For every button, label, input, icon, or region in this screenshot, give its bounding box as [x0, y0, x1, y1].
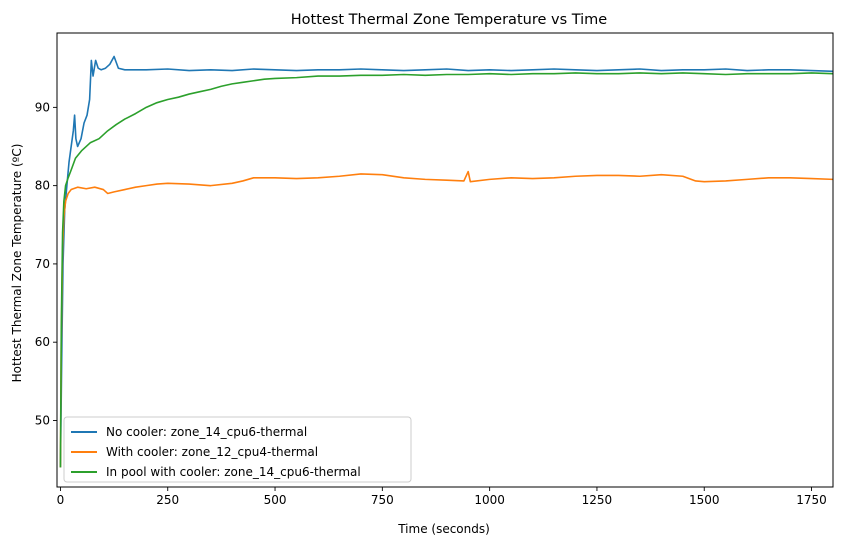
x-tick-label: 500	[264, 493, 287, 507]
y-tick-label: 90	[35, 100, 50, 114]
series-line-1	[59, 55, 833, 468]
legend-label-2: With cooler: zone_12_cpu4-thermal	[106, 445, 318, 459]
legend-label-3: In pool with cooler: zone_14_cpu6-therma…	[106, 465, 361, 479]
legend: No cooler: zone_14_cpu6-thermal With cool…	[63, 416, 412, 483]
series-line-2	[59, 170, 833, 468]
series-line-3	[59, 72, 833, 468]
legend-label-1: No cooler: zone_14_cpu6-thermal	[106, 425, 307, 439]
y-tick-label: 80	[35, 179, 50, 193]
x-axis-ticks: 0 250 500 750 1000 1250 1500 1750	[57, 487, 827, 507]
x-tick-label: 250	[156, 493, 179, 507]
x-tick-label: 0	[57, 493, 65, 507]
y-tick-label: 70	[35, 257, 50, 271]
plot-area-frame	[56, 32, 834, 488]
y-axis-ticks: 50 60 70 80 90	[35, 100, 57, 427]
x-tick-label: 1500	[689, 493, 720, 507]
plot-lines	[59, 55, 833, 468]
x-tick-label: 750	[371, 493, 394, 507]
chart-title: Hottest Thermal Zone Temperature vs Time	[291, 12, 608, 28]
y-tick-label: 50	[35, 413, 50, 427]
x-tick-label: 1250	[582, 493, 613, 507]
legend-box	[63, 416, 412, 483]
x-tick-label: 1000	[474, 493, 505, 507]
y-tick-label: 60	[35, 335, 50, 349]
y-axis-label: Hottest Thermal Zone Temperature (ºC)	[10, 144, 24, 383]
x-tick-label: 1750	[796, 493, 827, 507]
x-axis-label: Time (seconds)	[397, 522, 490, 536]
